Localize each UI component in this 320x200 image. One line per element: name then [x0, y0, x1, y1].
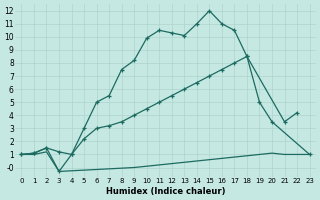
X-axis label: Humidex (Indice chaleur): Humidex (Indice chaleur)	[106, 187, 225, 196]
